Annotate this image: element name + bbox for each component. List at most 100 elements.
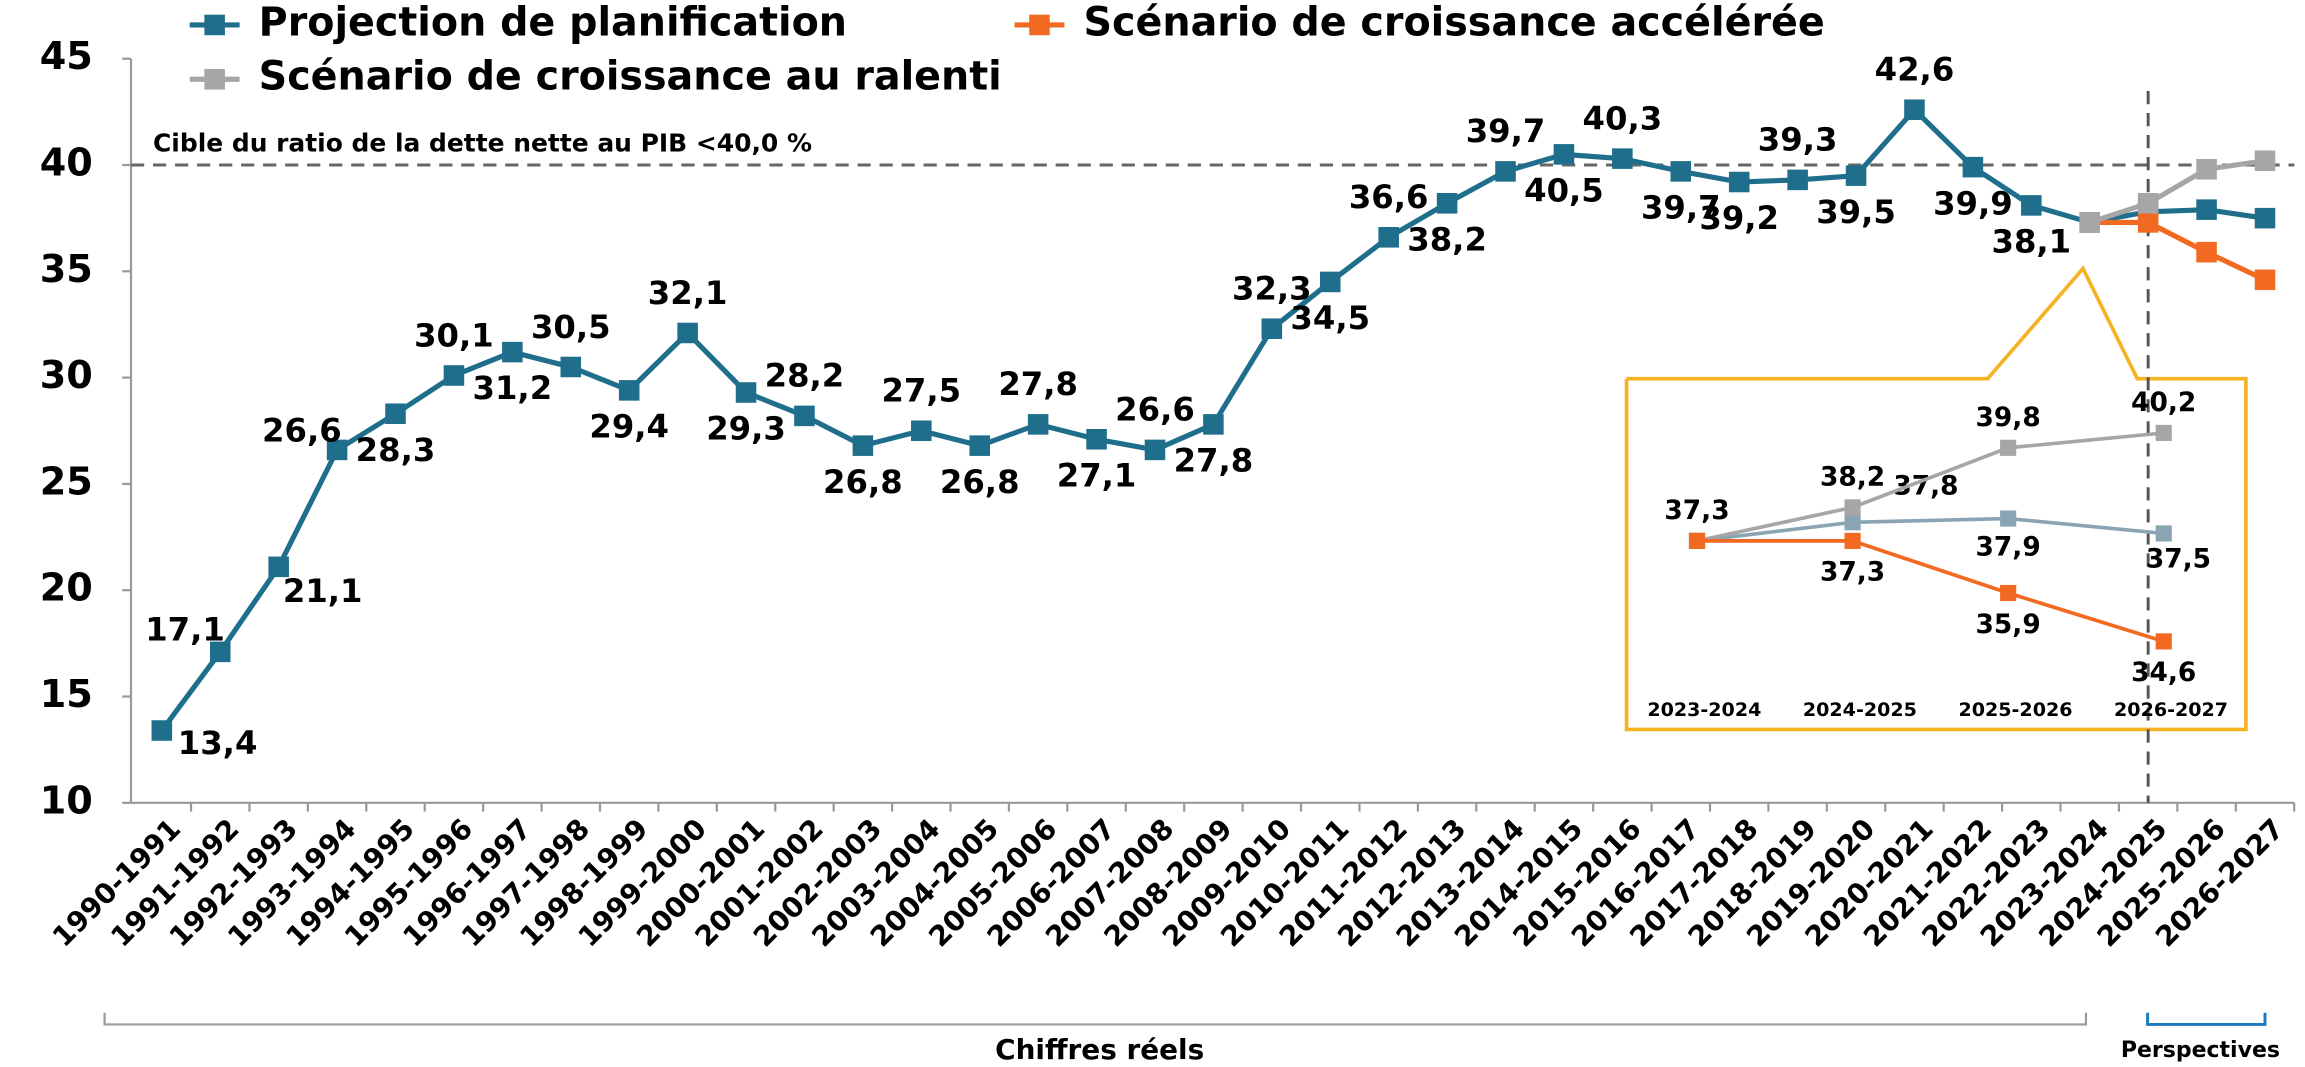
data-label: 40,2 [2131, 387, 2196, 418]
data-point [1904, 99, 1925, 121]
data-label: 27,8 [1174, 442, 1254, 480]
data-point [1378, 227, 1399, 248]
data-point [1612, 148, 1633, 169]
legend-marker [1029, 14, 1050, 36]
legend-label: Scénario de croissance au ralenti [259, 54, 1002, 100]
data-label: 21,1 [283, 572, 363, 610]
y-tick-label: 40 [40, 141, 93, 185]
series-line [2089, 219, 2267, 283]
bracket [2146, 1012, 2267, 1026]
data-point [1844, 514, 1861, 531]
series-line [2088, 158, 2266, 225]
data-point [2000, 510, 2017, 527]
y-tick-label: 20 [40, 566, 93, 610]
data-point [1688, 532, 1706, 549]
data-point [443, 365, 465, 386]
data-point [911, 420, 932, 442]
data-label: 28,2 [765, 357, 845, 395]
data-point [151, 720, 173, 741]
data-label: 39,7 [1641, 189, 1721, 227]
data-label: 34,5 [1290, 299, 1370, 337]
data-point [969, 435, 990, 456]
legend-label: Projection de planification [259, 0, 847, 45]
data-label: 26,8 [823, 463, 903, 501]
series-line [1696, 431, 2164, 543]
data-label: 36,6 [1349, 178, 1429, 216]
data-label: 30,5 [531, 308, 611, 346]
inset-x-label: 2026-2027 [2114, 699, 2228, 721]
data-label: 27,1 [1057, 456, 1137, 494]
data-point [1261, 318, 1283, 339]
data-point [268, 556, 289, 578]
legend-marker [204, 14, 225, 36]
data-point [2196, 241, 2217, 263]
data-point [2079, 212, 2101, 233]
data-point [2254, 150, 2276, 172]
data-label: 37,3 [1664, 495, 1729, 526]
data-label: 17,1 [145, 610, 225, 648]
data-point [1553, 144, 1575, 165]
data-point [560, 356, 582, 378]
legend-marker [204, 68, 225, 90]
y-tick-label: 15 [40, 672, 93, 716]
data-label: 39,9 [1933, 184, 2013, 222]
data-point [1962, 156, 1984, 178]
data-point [1845, 165, 1867, 186]
y-tick-label: 30 [40, 353, 93, 397]
inset-x-label: 2024-2025 [1803, 699, 1917, 721]
data-point [1144, 439, 1166, 461]
legend-label: Scénario de croissance accélérée [1084, 0, 1825, 45]
data-point [2196, 158, 2217, 180]
y-tick-label: 45 [40, 34, 93, 78]
data-point [1203, 414, 1224, 435]
data-point [502, 341, 523, 363]
data-point [735, 382, 757, 403]
data-point [2000, 439, 2017, 456]
period-label: Chiffres réels [995, 1033, 1204, 1066]
data-label: 31,2 [473, 369, 553, 407]
data-label: 37,8 [1893, 471, 1958, 502]
data-label: 35,9 [1976, 609, 2041, 640]
data-point [1670, 161, 1692, 182]
data-label: 39,3 [1758, 121, 1838, 159]
data-label: 32,3 [1232, 270, 1312, 308]
data-point [2137, 193, 2159, 214]
inset-x-label: 2023-2024 [1647, 699, 1761, 721]
data-point [1728, 171, 1750, 193]
data-label: 37,3 [1820, 557, 1885, 588]
data-point [794, 405, 815, 427]
series-line [1697, 539, 2165, 644]
data-label: 40,5 [1524, 172, 1604, 210]
data-label: 38,2 [1820, 462, 1885, 493]
data-point [2000, 584, 2017, 602]
data-point [1844, 499, 1861, 516]
data-point [1436, 193, 1458, 214]
data-point [618, 380, 640, 401]
data-point [1787, 169, 1808, 191]
data-label: 27,5 [881, 372, 961, 410]
data-label: 39,2 [1699, 199, 1779, 237]
data-label: 13,4 [178, 724, 258, 762]
data-point [1027, 414, 1049, 435]
data-point [2137, 212, 2159, 233]
target-label: Cible du ratio de la dette nette au PIB … [153, 128, 812, 157]
y-tick-label: 10 [40, 778, 93, 822]
series-line [1696, 516, 2164, 543]
data-point [1844, 532, 1861, 549]
data-point [385, 403, 406, 425]
data-label: 39,8 [1976, 402, 2041, 433]
data-label: 28,3 [356, 431, 436, 469]
data-label: 29,3 [706, 410, 786, 448]
inset-frame [1624, 265, 2248, 732]
data-label: 37,9 [1976, 531, 2041, 562]
data-label: 39,5 [1816, 193, 1896, 231]
data-label: 26,8 [940, 463, 1020, 501]
data-point [2196, 199, 2217, 220]
data-point [2021, 195, 2042, 216]
data-point [2254, 207, 2276, 229]
data-label: 27,8 [998, 365, 1078, 403]
data-label: 34,6 [2131, 657, 2196, 688]
data-label: 37,5 [2146, 543, 2211, 574]
y-tick-label: 25 [40, 459, 93, 503]
